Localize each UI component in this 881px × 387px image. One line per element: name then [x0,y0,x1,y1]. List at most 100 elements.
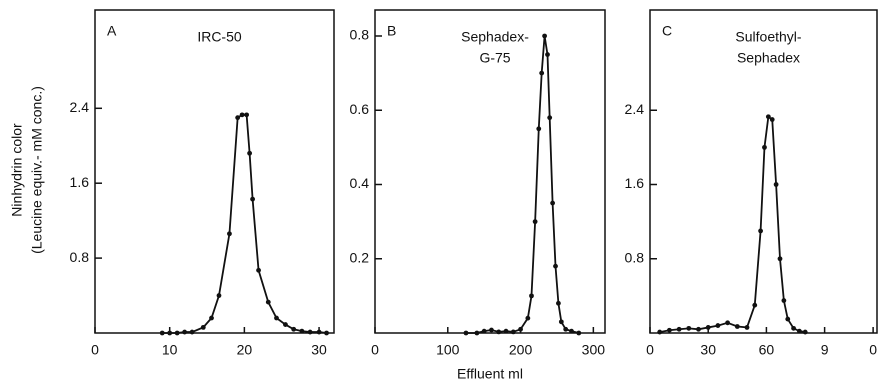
x-tick-label: 0 [646,342,654,358]
x-tick-label: 200 [509,342,533,358]
data-point [489,327,494,333]
panel-title: Sephadex [737,50,800,66]
x-tick-label: 20 [237,342,253,358]
data-point [503,328,509,334]
data-point [550,200,555,206]
line [659,115,806,333]
data-point [556,300,561,306]
data-point [299,328,305,334]
data-point [283,322,288,327]
x-tick-label: 0 [371,342,379,358]
data-point [227,231,232,237]
data-point [752,302,758,308]
data-point [291,326,297,332]
data-point [696,326,701,332]
panel-frame [649,9,878,334]
y-tick-label: 2.4 [625,101,645,117]
data-point [576,330,582,336]
data-point [762,144,767,150]
data-point [725,320,731,326]
data-point [796,328,802,334]
x-tick-label: 10 [162,342,178,358]
x-tick-label: 100 [436,342,460,358]
data-point [510,329,516,335]
data-point [200,324,206,330]
data-point [676,326,682,332]
data-point [545,52,550,57]
y-tick-label: 0.8 [350,27,370,43]
data-point [773,182,779,187]
data-point [563,326,569,332]
panel-label: B [387,23,396,39]
line [465,35,580,334]
panel-label: A [107,23,117,39]
data-point [532,219,538,225]
x-tick-label: 60 [759,342,775,358]
panel-title: Sephadex- [461,29,529,45]
x-tick-label: 0 [869,342,877,358]
data-point [518,326,523,332]
data-point [657,329,663,335]
data-point [536,126,542,132]
data-point [705,325,711,330]
y-tick-label: 0.4 [350,175,370,191]
y-tick-label: 0.6 [350,101,370,117]
data-point [239,112,245,118]
y-tick-label: 0.8 [70,249,90,265]
panel-frame [94,9,335,334]
data-point [553,263,558,269]
data-point [235,115,241,121]
data-point [481,328,487,334]
data-point [765,114,771,120]
data-point [542,33,547,39]
data-point [244,112,250,118]
y-tick-label: 2.4 [70,99,90,115]
y-tick-label: 1.6 [625,175,645,191]
data-point [496,329,502,335]
data-point [256,267,261,273]
data-point [189,329,195,335]
x-tick-label: 30 [311,342,327,358]
y-axis-label: Ninhydrin color [9,123,25,217]
y-tick-label: 0.2 [350,249,370,265]
data-point [686,325,692,331]
line [162,113,327,334]
data-point [463,330,469,336]
data-point [159,330,165,336]
data-point [265,299,271,305]
data-point [307,329,313,335]
data-point [529,293,534,299]
data-point [744,325,750,330]
data-point [558,319,564,325]
x-axis-label: Effluent ml [457,366,523,382]
data-point [547,115,553,121]
data-point [734,324,740,329]
y-tick-label: 1.6 [70,174,90,190]
data-point [569,328,574,334]
panel-label: C [662,23,672,39]
data-point [247,150,253,156]
data-point [182,329,188,335]
x-tick-label: 30 [700,342,716,358]
x-tick-label: 9 [821,342,829,358]
data-point [174,330,180,336]
panel-title: IRC-50 [197,29,242,45]
data-point [324,330,329,336]
x-tick-label: 300 [582,342,606,358]
y-axis-label: (Leucine equiv.- mM conc.) [29,86,45,254]
data-point [274,315,279,321]
data-point [715,323,721,328]
data-point [167,330,173,336]
data-point [791,325,796,331]
data-point [785,316,791,322]
data-point [250,196,255,202]
data-point [316,329,322,335]
data-point [539,70,545,76]
data-point [769,117,775,122]
data-point [802,329,808,335]
data-point [667,327,672,333]
y-tick-label: 0.8 [625,249,645,265]
data-point [525,315,531,321]
data-point [781,298,787,303]
